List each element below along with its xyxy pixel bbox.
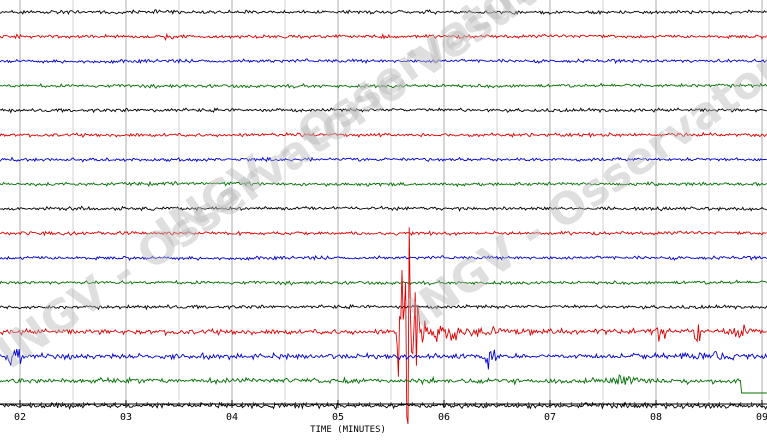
x-tick-label-07: 07 <box>544 412 556 423</box>
x-tick-label-06: 06 <box>438 412 450 423</box>
trace-3 <box>0 58 767 65</box>
watermark-layer: INGV - Osservatorio Vesuviano INGV - Oss… <box>0 0 767 379</box>
trace-8 <box>0 180 767 188</box>
x-axis-title: TIME (MINUTES) <box>310 425 386 435</box>
trace-17 <box>0 401 767 411</box>
trace-4 <box>0 82 767 89</box>
x-tick-label-09: 09 <box>756 412 767 423</box>
x-tick-label-02: 02 <box>14 412 26 423</box>
trace-13 <box>0 303 767 311</box>
trace-7 <box>0 156 767 163</box>
x-tick-label-05: 05 <box>332 412 344 423</box>
trace-10 <box>0 230 767 237</box>
trace-1 <box>0 9 767 16</box>
trace-14 <box>0 227 767 425</box>
trace-5 <box>0 107 767 114</box>
trace-9 <box>0 205 767 212</box>
x-tick-label-08: 08 <box>650 412 662 423</box>
x-tick-label-03: 03 <box>120 412 132 423</box>
x-tick-label-04: 04 <box>226 412 238 423</box>
trace-2 <box>0 32 767 42</box>
time-axis: 02 03 04 05 06 07 08 09 <box>0 400 767 423</box>
trace-11 <box>0 255 767 262</box>
seismic-traces <box>0 9 767 425</box>
trace-15 <box>0 348 767 370</box>
trace-12 <box>0 279 767 286</box>
trace-6 <box>0 131 767 139</box>
grid-lines <box>19 0 763 400</box>
trace-16 <box>0 374 767 394</box>
watermark-text-1: INGV - Osservatorio Vesuviano <box>0 0 639 379</box>
